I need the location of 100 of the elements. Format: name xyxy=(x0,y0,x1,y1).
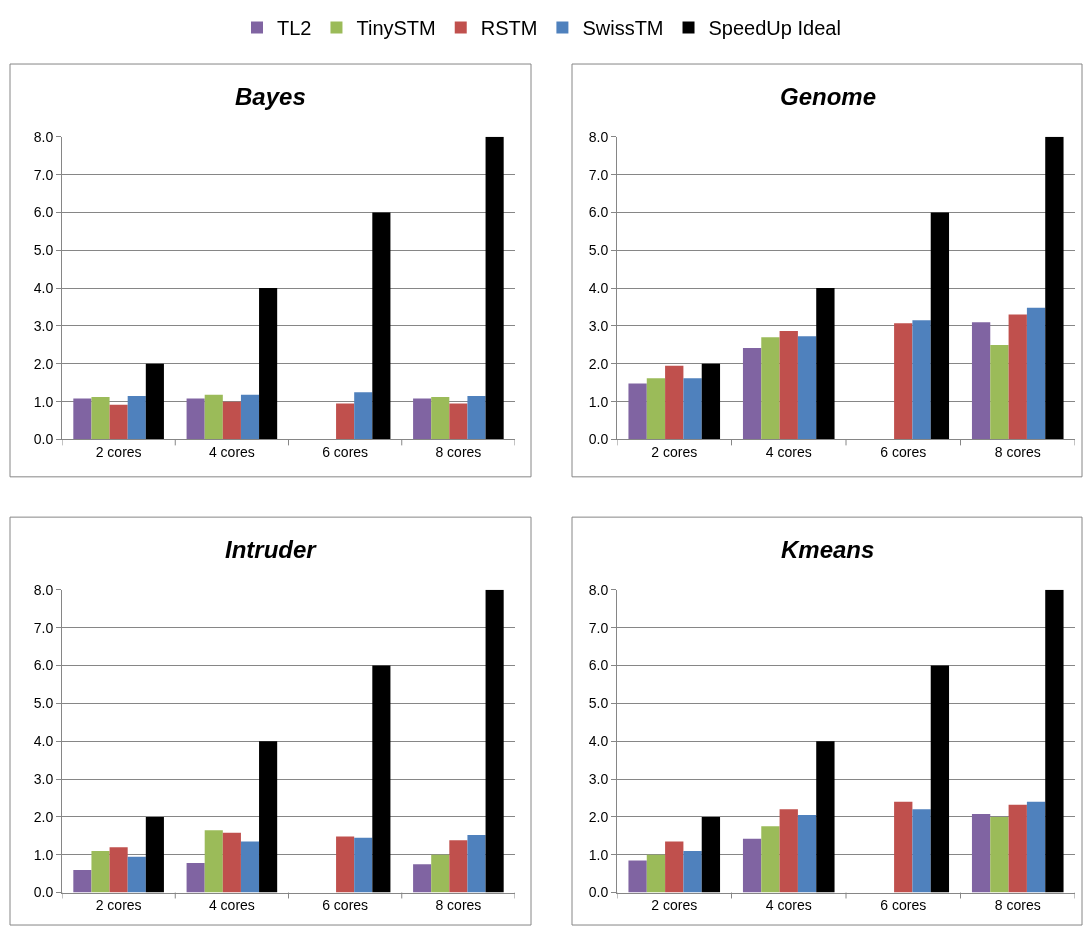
x-tick-label: 2 cores xyxy=(651,444,698,461)
bar xyxy=(701,363,721,440)
x-tick-label: 6 cores xyxy=(880,444,927,461)
legend-label: TinySTM xyxy=(356,17,436,40)
bar xyxy=(372,212,391,440)
bar xyxy=(109,847,128,893)
x-tick-label: 2 cores xyxy=(95,897,142,914)
y-tick-label: 3.0 xyxy=(588,770,609,787)
y-tick-label: 5.0 xyxy=(588,695,609,712)
bar xyxy=(912,809,931,893)
x-tick-label: 8 cores xyxy=(994,444,1041,461)
bar xyxy=(797,815,817,893)
bar xyxy=(779,330,798,440)
bar xyxy=(372,665,391,893)
x-tick-label: 6 cores xyxy=(880,897,927,914)
bar xyxy=(467,395,486,440)
legend-label: TL2 xyxy=(277,17,312,40)
bar xyxy=(91,850,110,893)
bar xyxy=(701,816,721,893)
bar xyxy=(127,856,146,893)
y-tick-label: 6.0 xyxy=(588,657,609,674)
bar xyxy=(431,854,450,893)
bar xyxy=(683,850,702,893)
bar xyxy=(485,589,504,893)
legend-label: SwissTM xyxy=(582,17,664,40)
bar xyxy=(779,809,798,893)
bar xyxy=(665,365,684,440)
bar xyxy=(413,864,432,893)
bar xyxy=(186,398,205,440)
y-tick-label: 2.0 xyxy=(33,808,54,825)
bar xyxy=(1008,804,1027,893)
bar xyxy=(204,394,223,440)
x-tick-label: 6 cores xyxy=(322,444,369,461)
legend-label: SpeedUp Ideal xyxy=(708,17,841,40)
chart-title: Bayes xyxy=(235,83,306,110)
x-tick-label: 4 cores xyxy=(765,897,812,914)
bar xyxy=(628,383,647,440)
x-tick-label: 4 cores xyxy=(208,897,255,914)
y-tick-label: 6.0 xyxy=(33,657,54,674)
bar xyxy=(816,741,835,893)
y-tick-label: 4.0 xyxy=(33,733,54,750)
bar xyxy=(1045,589,1064,893)
y-tick-label: 5.0 xyxy=(588,242,609,259)
bar xyxy=(127,395,146,440)
bar xyxy=(73,398,92,440)
chart-title: Intruder xyxy=(225,536,318,563)
bar xyxy=(761,826,780,893)
bar xyxy=(336,836,355,893)
x-tick-label: 8 cores xyxy=(994,897,1041,914)
y-tick-label: 5.0 xyxy=(33,695,54,712)
y-tick-label: 1.0 xyxy=(588,393,609,410)
y-tick-label: 6.0 xyxy=(588,204,609,221)
bar xyxy=(894,323,913,440)
bar xyxy=(930,212,950,440)
x-tick-label: 8 cores xyxy=(435,897,482,914)
bar xyxy=(336,403,355,440)
bar xyxy=(683,378,702,440)
y-tick-label: 4.0 xyxy=(588,280,609,297)
legend-label: RSTM xyxy=(480,17,538,40)
y-tick-label: 7.0 xyxy=(588,166,609,183)
y-tick-label: 0.0 xyxy=(588,884,609,901)
x-tick-label: 2 cores xyxy=(651,897,698,914)
x-tick-label: 4 cores xyxy=(765,444,812,461)
bar xyxy=(240,841,260,893)
y-tick-label: 5.0 xyxy=(33,242,54,259)
chart-title: Kmeans xyxy=(781,536,875,563)
bar xyxy=(1045,136,1064,440)
y-tick-label: 2.0 xyxy=(33,355,54,372)
y-tick-label: 7.0 xyxy=(33,166,54,183)
y-tick-label: 0.0 xyxy=(588,431,609,448)
bar xyxy=(816,288,835,440)
y-tick-label: 0.0 xyxy=(33,431,54,448)
y-tick-label: 3.0 xyxy=(33,317,54,334)
bar xyxy=(413,398,432,440)
bar xyxy=(73,869,92,893)
bar xyxy=(990,344,1009,440)
bar xyxy=(354,837,373,893)
y-tick-label: 2.0 xyxy=(588,808,609,825)
y-tick-label: 4.0 xyxy=(588,733,609,750)
bar xyxy=(145,816,164,893)
bar xyxy=(930,665,950,893)
bar xyxy=(485,136,504,440)
y-tick-label: 0.0 xyxy=(33,884,54,901)
y-tick-label: 7.0 xyxy=(588,619,609,636)
bar xyxy=(431,397,450,440)
bar xyxy=(467,835,486,893)
bar xyxy=(449,840,468,893)
bar xyxy=(259,741,278,893)
y-tick-label: 4.0 xyxy=(33,280,54,297)
y-tick-label: 2.0 xyxy=(588,355,609,372)
bar xyxy=(797,336,817,440)
bar xyxy=(971,813,991,893)
bar xyxy=(646,854,666,893)
bar xyxy=(259,288,278,440)
x-tick-label: 6 cores xyxy=(322,897,369,914)
bar xyxy=(91,397,110,440)
y-tick-label: 8.0 xyxy=(33,581,54,598)
x-tick-label: 8 cores xyxy=(435,444,482,461)
y-tick-label: 3.0 xyxy=(33,770,54,787)
bar xyxy=(222,832,241,893)
